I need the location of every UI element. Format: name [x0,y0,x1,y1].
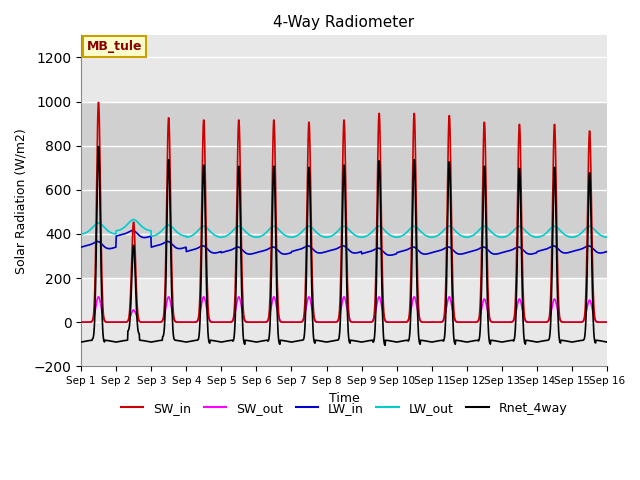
Line: SW_in: SW_in [81,103,607,322]
SW_in [95,100,102,106]
LW_in [386,252,394,258]
Rnet_4way [182,339,189,345]
Rnet_4way [195,336,202,342]
LW_in [129,228,136,233]
Rnet_4way [95,144,102,149]
SW_out [77,319,85,325]
LW_in [495,251,502,256]
SW_out [495,319,502,325]
Rnet_4way [381,342,389,348]
LW_in [77,244,85,250]
LW_in [603,249,611,254]
Text: MB_tule: MB_tule [86,40,142,53]
Title: 4-Way Radiometer: 4-Way Radiometer [273,15,415,30]
LW_out [77,231,85,237]
SW_out [541,319,549,325]
SW_in [495,319,502,325]
SW_in [426,319,434,325]
SW_out [95,294,102,300]
Bar [81,102,607,278]
LW_out [182,234,190,240]
SW_out [182,319,190,325]
Line: LW_out: LW_out [81,219,607,237]
Rnet_4way [603,339,611,345]
Line: Rnet_4way: Rnet_4way [81,146,607,345]
SW_out [195,315,203,321]
Rnet_4way [77,339,85,345]
LW_in [182,244,189,250]
LW_out [603,234,611,240]
LW_in [253,250,261,255]
Line: LW_in: LW_in [81,230,607,255]
LW_in [195,245,202,251]
Rnet_4way [495,338,502,344]
LW_out [254,234,262,240]
SW_out [113,319,120,325]
Y-axis label: Solar Radiation (W/m2): Solar Radiation (W/m2) [15,128,28,274]
Rnet_4way [253,339,261,345]
SW_in [603,319,611,325]
SW_in [77,319,85,325]
SW_out [254,319,262,325]
LW_out [426,234,434,240]
Legend: SW_in, SW_out, LW_in, LW_out, Rnet_4way: SW_in, SW_out, LW_in, LW_out, Rnet_4way [116,396,573,420]
LW_in [426,250,434,256]
SW_in [254,319,262,325]
Line: SW_out: SW_out [81,297,607,322]
SW_out [426,319,434,325]
Rnet_4way [426,339,434,345]
Rnet_4way [541,338,549,344]
LW_out [129,216,137,222]
SW_in [113,319,120,325]
SW_in [541,319,549,325]
LW_out [495,234,502,240]
SW_out [603,319,611,325]
LW_out [195,227,203,232]
LW_out [541,231,549,237]
SW_in [195,312,203,318]
LW_out [182,233,189,239]
LW_in [541,247,549,252]
X-axis label: Time: Time [329,392,360,405]
SW_in [182,319,190,325]
